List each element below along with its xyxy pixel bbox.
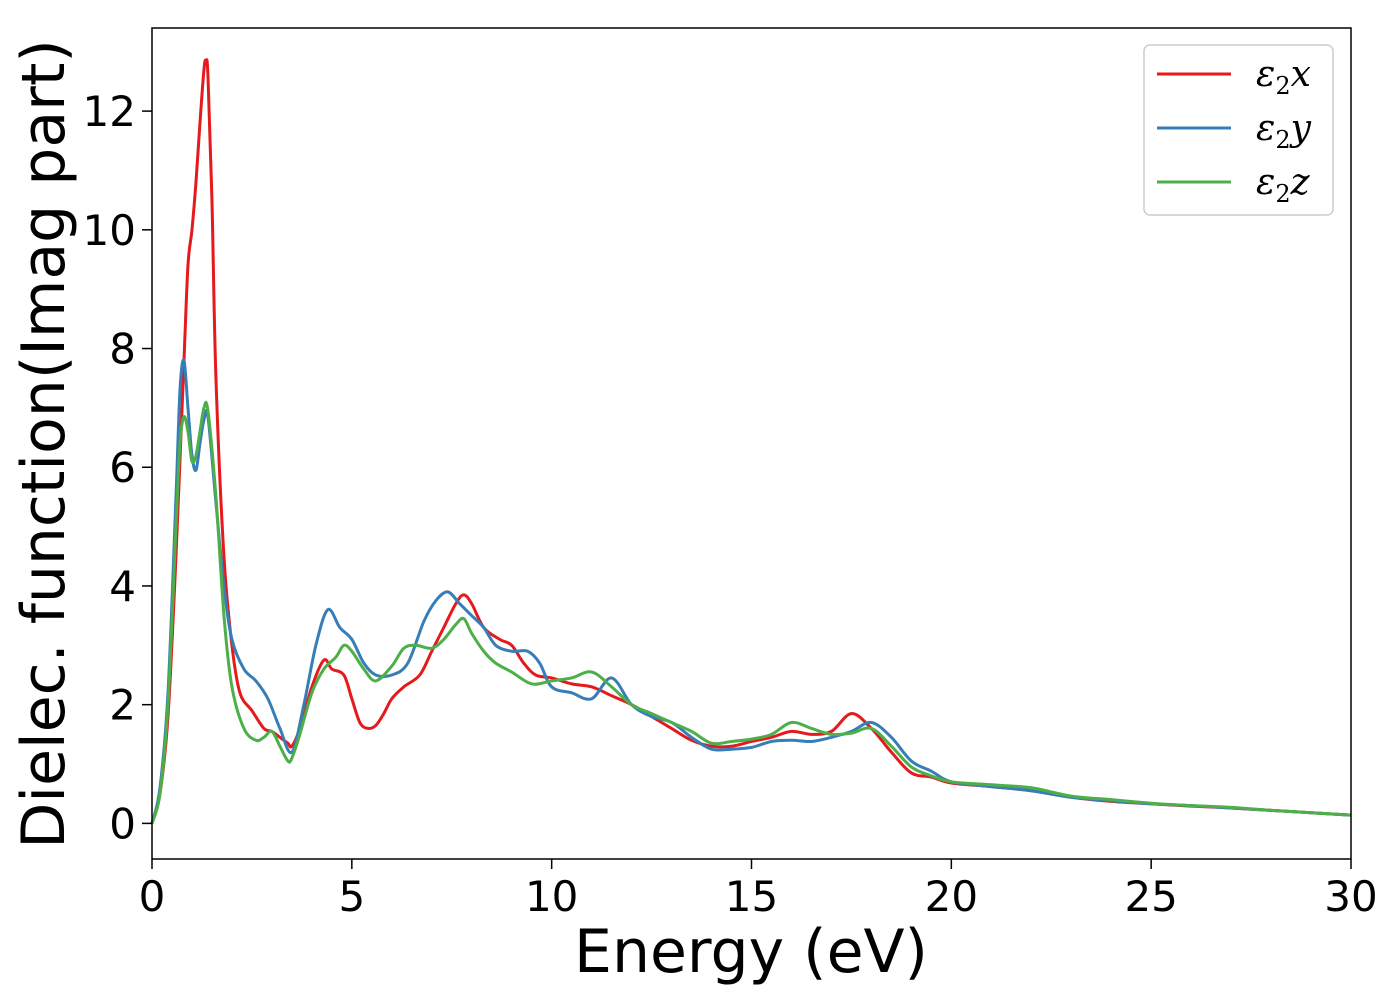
x-tick-label: 20 [925,872,978,921]
y-tick-label: 0 [109,799,136,848]
x-tick-label: 5 [338,872,365,921]
x-tick-label: 30 [1324,872,1377,921]
legend-label-z: ε2z [1256,162,1311,208]
y-tick-label: 4 [109,562,136,611]
y-tick-label: 8 [109,325,136,374]
series-line-z [150,400,1352,824]
axis-ticks: 0 5 10 15 20 25 30 0 2 4 6 8 10 12 [83,87,1378,921]
series-line-x [150,58,1352,824]
x-tick-label: 0 [139,872,166,921]
legend-label-x: ε2x [1256,54,1311,100]
y-tick-label: 10 [83,206,136,255]
legend-box [1143,44,1334,216]
x-tick-label: 10 [525,872,578,921]
y-axis-title: Dielec. function(Imag part) [9,39,79,849]
y-tick-label: 6 [109,443,136,492]
legend-label-y: ε2y [1256,108,1312,154]
x-tick-label: 15 [725,872,778,921]
y-tick-label: 12 [83,87,136,136]
series-lines [150,58,1352,824]
x-axis-title: Energy (eV) [574,917,928,987]
series-line-y [150,358,1352,824]
y-tick-label: 2 [109,681,136,730]
legend: ε2x ε2y ε2z [1143,44,1334,216]
x-tick-label: 25 [1124,872,1177,921]
